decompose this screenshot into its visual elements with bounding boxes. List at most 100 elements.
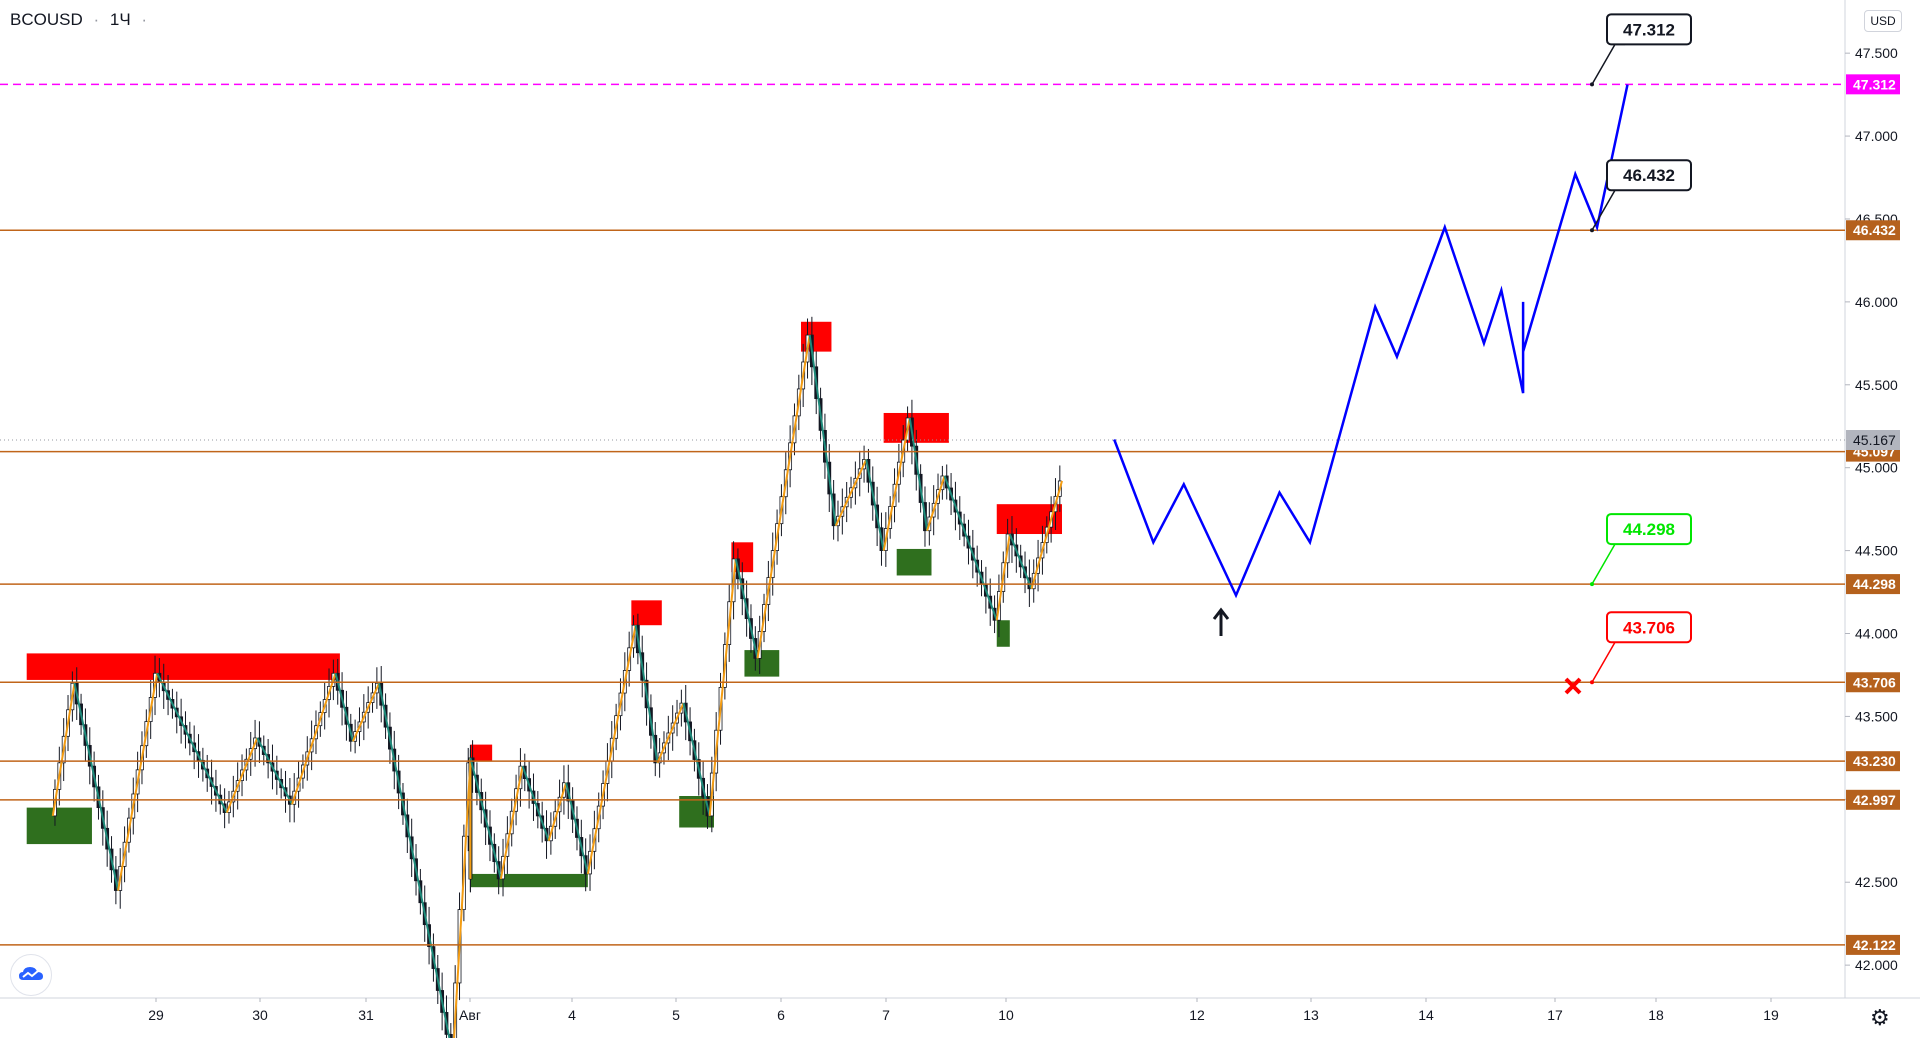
zigzag-segment xyxy=(808,334,837,526)
time-tick-label: Авг xyxy=(459,1007,481,1023)
price-level-tag-text: 47.312 xyxy=(1853,76,1896,92)
zigzag-segment xyxy=(865,459,885,551)
time-tick-label: 13 xyxy=(1303,1007,1319,1023)
time-tick-label: 29 xyxy=(148,1007,164,1023)
price-level-tag-text: 46.432 xyxy=(1853,222,1896,238)
zigzag-segment xyxy=(943,475,998,621)
zigzag-segment xyxy=(73,683,120,891)
price-tick-label: 47.500 xyxy=(1855,45,1898,61)
time-tick-label: 4 xyxy=(568,1007,576,1023)
callout-label: 44.298 xyxy=(1623,520,1675,539)
separator-dot: · xyxy=(141,10,148,29)
zigzag-segment xyxy=(225,737,259,813)
zigzag-segment xyxy=(565,782,589,875)
time-tick-label: 5 xyxy=(672,1007,680,1023)
tradingview-cloud-icon[interactable] xyxy=(10,954,52,996)
price-tick-label: 46.000 xyxy=(1855,294,1898,310)
price-level-tag-text: 43.706 xyxy=(1853,674,1896,690)
callout-label: 46.432 xyxy=(1623,166,1675,185)
price-level-tag xyxy=(1846,789,1900,810)
time-tick-label: 7 xyxy=(882,1007,890,1023)
price-tick-label: 47.000 xyxy=(1855,128,1898,144)
price-level-tag xyxy=(1846,220,1900,241)
price-level-tag-text: 42.122 xyxy=(1853,937,1896,953)
time-tick-label: 19 xyxy=(1763,1007,1779,1023)
callout-box xyxy=(1606,159,1692,192)
zigzag-segment xyxy=(634,625,659,763)
support-zone xyxy=(26,807,92,845)
zigzag-segment xyxy=(469,757,502,880)
symbol-bar[interactable]: BCOUSD · 1Ч · xyxy=(10,10,153,30)
zigzag-segment xyxy=(995,533,1011,621)
callout-pointer xyxy=(1591,43,1625,85)
zigzag-segment xyxy=(334,673,354,742)
zigzag-segment xyxy=(1030,480,1063,590)
price-level-tag-text: 42.997 xyxy=(1853,792,1896,808)
price-level-tag xyxy=(1846,934,1900,955)
callout-box xyxy=(1606,611,1692,644)
zigzag-segment xyxy=(521,765,550,842)
price-level-tag-text: 44.298 xyxy=(1853,576,1896,592)
zigzag-segment xyxy=(834,458,868,527)
time-tick-label: 18 xyxy=(1648,1007,1664,1023)
zigzag-segment xyxy=(51,683,76,817)
zigzag-segment xyxy=(452,762,472,1043)
zigzag-segment xyxy=(882,417,911,551)
zigzag-segment xyxy=(908,417,929,531)
price-tick-label: 42.000 xyxy=(1855,957,1898,973)
currency-button[interactable]: USD xyxy=(1864,10,1902,32)
zigzag-segment xyxy=(756,334,811,659)
price-tick-label: 44.500 xyxy=(1855,543,1898,559)
last-price-tag xyxy=(1846,430,1900,451)
callout-label: 47.312 xyxy=(1623,20,1675,39)
separator-dot: · xyxy=(93,10,100,29)
price-level-tag xyxy=(1846,672,1900,693)
price-level-tag xyxy=(1846,74,1900,95)
callout-anchor xyxy=(1590,228,1594,233)
price-tick-label: 43.500 xyxy=(1855,708,1898,724)
zigzag-segment xyxy=(586,625,637,875)
zigzag-segment xyxy=(708,558,737,816)
zigzag-segment xyxy=(734,558,759,659)
up-arrow-icon xyxy=(1212,607,1230,636)
support-zone xyxy=(896,548,932,576)
last-price-tag-text: 45.167 xyxy=(1853,432,1896,448)
callout-anchor xyxy=(1590,582,1594,587)
resistance-zone xyxy=(470,744,493,762)
callout-box xyxy=(1606,13,1692,46)
forecast-path xyxy=(1113,84,1629,599)
resistance-zone xyxy=(26,653,340,680)
callout-pointer xyxy=(1591,641,1625,683)
zigzag-segment xyxy=(291,672,337,805)
time-tick-label: 31 xyxy=(358,1007,374,1023)
callout-anchor xyxy=(1590,680,1594,685)
zigzag-segment xyxy=(547,782,568,842)
zigzag-segment xyxy=(656,702,685,764)
interval-label[interactable]: 1Ч xyxy=(109,10,131,29)
time-tick-label: 10 xyxy=(998,1007,1014,1023)
callout-box xyxy=(1606,513,1692,546)
price-level-tag xyxy=(1846,574,1900,595)
zigzag-segment xyxy=(156,672,228,814)
callout-pointer xyxy=(1591,543,1625,585)
time-tick-label: 12 xyxy=(1189,1007,1205,1023)
time-tick-label: 30 xyxy=(252,1007,268,1023)
zigzag-segment xyxy=(499,765,524,880)
zigzag-segment xyxy=(926,475,946,532)
price-tick-label: 45.000 xyxy=(1855,460,1898,476)
zigzag-segment xyxy=(682,702,711,817)
callout-label: 43.706 xyxy=(1623,618,1675,637)
time-tick-label: 14 xyxy=(1418,1007,1434,1023)
zigzag-segment xyxy=(378,683,452,1043)
zigzag-segment xyxy=(117,673,159,891)
gear-icon[interactable]: ⚙ xyxy=(1870,1005,1890,1030)
price-tick-label: 44.000 xyxy=(1855,626,1898,642)
time-tick-label: 6 xyxy=(777,1007,785,1023)
resistance-zone xyxy=(631,600,662,626)
zigzag-segment xyxy=(352,682,380,742)
price-tick-label: 45.500 xyxy=(1855,377,1898,393)
price-level-tag-text: 43.230 xyxy=(1853,753,1896,769)
zigzag-segment xyxy=(1008,533,1033,590)
